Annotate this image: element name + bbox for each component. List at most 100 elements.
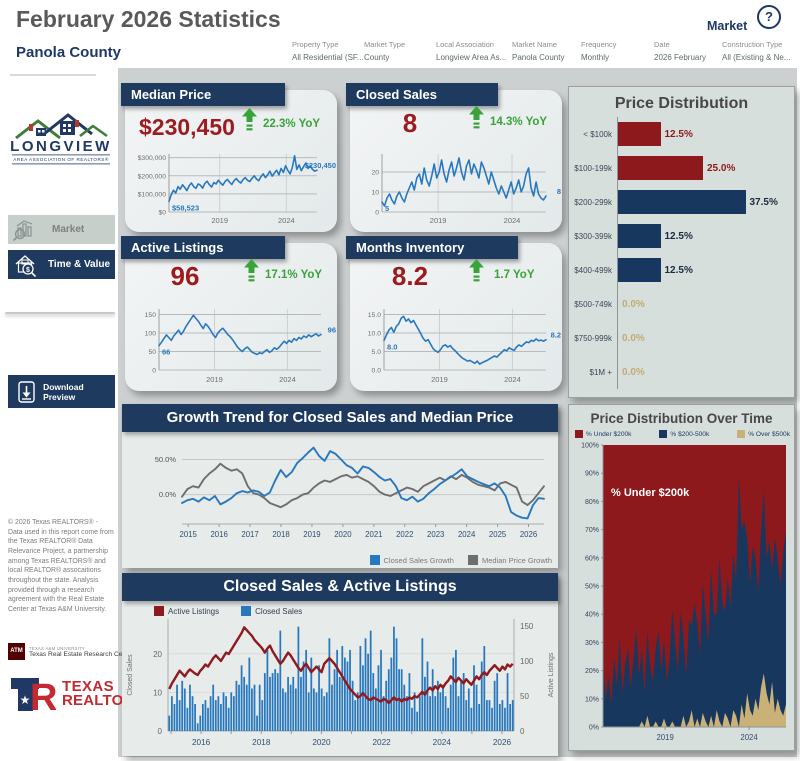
svg-text:60%: 60% xyxy=(585,555,599,562)
svg-text:2015: 2015 xyxy=(180,530,198,539)
filter-date[interactable]: Date 2026 February xyxy=(654,40,706,62)
panel-title: Growth Trend for Closed Sales and Median… xyxy=(122,404,558,432)
amu-center-label: Texas Real Estate Research Center xyxy=(29,650,134,658)
svg-text:2024: 2024 xyxy=(433,738,452,747)
svg-text:$100,000: $100,000 xyxy=(138,191,167,198)
card-title: Median Price xyxy=(121,83,285,106)
bucket-label: $400-499k xyxy=(574,265,612,275)
bucket-value: 12.5% xyxy=(664,264,693,276)
price-distribution-over-time-panel: Price Distribution Over Time % Under $20… xyxy=(568,404,795,751)
price-distribution-chart: < $100k 12.5% $100-199k 25.0% $200-299k 37.5%… xyxy=(569,117,794,389)
svg-text:2024: 2024 xyxy=(458,530,476,539)
svg-text:50.0%: 50.0% xyxy=(155,455,177,464)
bucket-label: $500-749k xyxy=(574,299,612,309)
filter-value[interactable]: 2026 February xyxy=(654,53,707,62)
filter-value[interactable]: All (Existing & Ne... xyxy=(722,53,791,62)
svg-text:2020: 2020 xyxy=(334,530,352,539)
filter-label: Construction Type xyxy=(722,40,783,49)
filter-market-type[interactable]: Market Type County xyxy=(364,40,405,62)
svg-text:50: 50 xyxy=(148,349,156,356)
svg-text:$230,450: $230,450 xyxy=(305,161,336,170)
filter-property-type[interactable]: Property Type All Residential (SF... xyxy=(292,40,364,62)
page-title: February 2026 Statistics xyxy=(16,6,281,32)
svg-text:$0: $0 xyxy=(158,210,166,217)
svg-text:90%: 90% xyxy=(585,471,599,478)
filter-construction-type[interactable]: Construction Type All (Existing & Ne... xyxy=(722,40,790,62)
under-200k-swatch xyxy=(575,430,583,438)
legend-label: Median Price Growth xyxy=(481,555,552,565)
legend-label: % Under $200k xyxy=(586,430,632,438)
download-preview-button[interactable]: Download Preview xyxy=(8,375,115,408)
sales-listings-chart: 0 10 20 0 50 100 150 2016 2018 2020 2022 2024 2026 Cl… xyxy=(127,619,555,747)
mid-200-500k-swatch xyxy=(659,430,668,438)
sidebar-divider xyxy=(5,312,115,314)
dist-time-legend: % Under $200k % $200-500k % Over $500k xyxy=(575,430,790,438)
bucket-bar-zone: 0.0% xyxy=(617,287,794,321)
sidebar-item-label: Market xyxy=(52,224,85,235)
up-arrow-icon xyxy=(468,106,485,135)
bucket-value: 25.0% xyxy=(707,162,736,174)
months-inventory-value: 8.2 xyxy=(391,261,429,291)
bucket-bar-zone: 12.5% xyxy=(617,117,794,151)
svg-text:0.0%: 0.0% xyxy=(159,490,176,499)
svg-text:66: 66 xyxy=(162,348,170,357)
over-500k-swatch xyxy=(737,430,746,438)
active-listings-swatch xyxy=(154,606,164,616)
bucket-bar[interactable] xyxy=(618,122,661,146)
combo-legend: Active Listings Closed Sales xyxy=(154,606,324,616)
svg-text:$58,523: $58,523 xyxy=(172,203,199,212)
closed-sales-value: 8 xyxy=(402,108,418,138)
svg-text:20%: 20% xyxy=(585,668,599,675)
closed-sales-card: Closed Sales 8 14.3% YoY 2019 2024 0 10 20 5 8 xyxy=(346,83,562,232)
panel-title: Price Distribution Over Time xyxy=(590,411,773,426)
under-200k-annotation: % Under $200k xyxy=(611,487,690,499)
bucket-label: $300-399k xyxy=(574,231,612,241)
bucket-value: 0.0% xyxy=(622,332,645,344)
filter-value[interactable]: Longview Area As... xyxy=(436,53,507,62)
bucket-label: < $100k xyxy=(583,129,612,139)
bucket-bar[interactable] xyxy=(618,224,661,248)
texas-realtors-mark-icon: ★ R xyxy=(11,677,56,715)
filter-value[interactable]: Monthly xyxy=(581,53,610,62)
svg-text:2019: 2019 xyxy=(656,733,673,742)
svg-text:10.0: 10.0 xyxy=(368,331,381,338)
filter-frequency[interactable]: Frequency Monthly xyxy=(581,40,616,62)
bucket-bar[interactable] xyxy=(618,156,703,180)
svg-text:50%: 50% xyxy=(585,584,599,591)
svg-text:2016: 2016 xyxy=(192,738,211,747)
bucket-value: 37.5% xyxy=(749,196,778,208)
filter-value[interactable]: Panola County xyxy=(512,53,565,62)
svg-text:2017: 2017 xyxy=(241,530,258,539)
filter-value[interactable]: All Residential (SF... xyxy=(292,53,364,62)
svg-text:2023: 2023 xyxy=(427,530,444,539)
svg-text:2018: 2018 xyxy=(252,738,271,747)
svg-text:2018: 2018 xyxy=(272,530,289,539)
legend-label: % Over $500k xyxy=(748,430,790,438)
price-bucket-row: $300-399k 12.5% xyxy=(569,219,794,253)
months-inventory-sparkline: 2019 2024 0.0 5.0 10.0 15.0 8.0 8.2 xyxy=(368,309,561,384)
svg-text:5.0: 5.0 xyxy=(372,349,382,356)
filter-market-name[interactable]: Market Name Panola County xyxy=(512,40,564,62)
subtitle-rule xyxy=(10,74,96,76)
sidebar-item-market[interactable]: Market xyxy=(8,215,115,244)
house-value-icon: $ xyxy=(15,254,37,277)
svg-text:8.2: 8.2 xyxy=(551,331,561,340)
active-listings-card: Active Listings 96 17.1% YoY 2019 2024 0 50… xyxy=(121,236,337,391)
help-icon[interactable]: ? xyxy=(757,5,781,29)
bucket-value: 0.0% xyxy=(622,298,645,310)
bucket-bar[interactable] xyxy=(618,258,661,282)
button-label: Download Preview xyxy=(43,381,84,402)
filter-label: Property Type xyxy=(292,40,339,49)
growth-legend: Closed Sales Growth Median Price Growth xyxy=(356,555,552,565)
sidebar-item-time-and-value[interactable]: $ Time & Value xyxy=(8,250,115,279)
svg-text:2019: 2019 xyxy=(211,216,228,225)
bucket-bar[interactable] xyxy=(618,190,746,214)
legend-label: % $200-500k xyxy=(670,430,710,438)
bucket-label: $100-199k xyxy=(574,163,612,173)
filter-value[interactable]: County xyxy=(364,53,390,62)
legend-label: Closed Sales xyxy=(255,606,303,616)
svg-text:0: 0 xyxy=(152,368,156,375)
filter-local-association[interactable]: Local Association Longview Area As... xyxy=(436,40,506,62)
svg-text:8.0: 8.0 xyxy=(387,342,397,351)
svg-text:20: 20 xyxy=(153,650,162,659)
